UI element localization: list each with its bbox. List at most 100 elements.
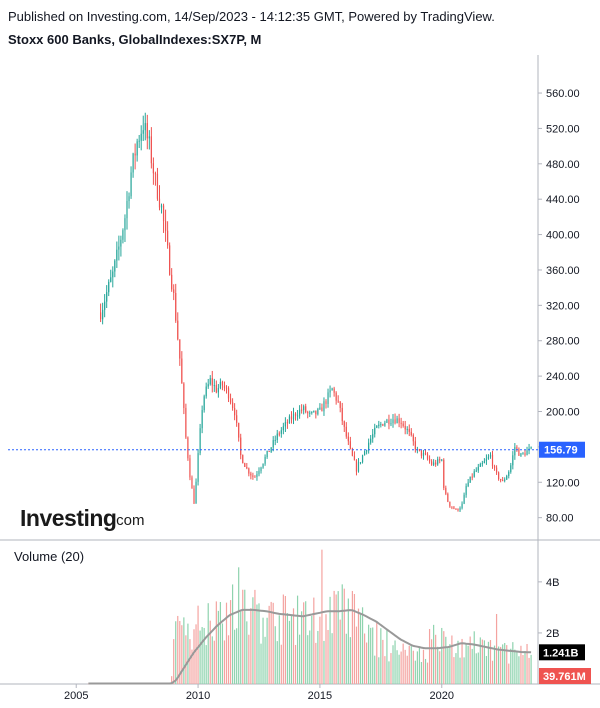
candle [483, 458, 485, 464]
candle [183, 382, 185, 415]
volume-bar [349, 637, 351, 684]
last-volume-label: 39.761M [543, 671, 586, 683]
candle [376, 425, 378, 429]
candle [282, 422, 284, 435]
volume-bar [225, 602, 228, 684]
volume-last-markers: 1.241B 39.761M [539, 644, 591, 684]
volume-bar [504, 642, 506, 684]
volume-bar [305, 601, 307, 684]
candle [453, 506, 455, 510]
candle [382, 423, 384, 427]
time-tick-label: 2010 [186, 690, 210, 702]
candle [258, 467, 260, 477]
volume-bar [294, 644, 297, 684]
volume-bar [514, 649, 516, 684]
volume-series [87, 549, 532, 685]
price-tick-label: 280.00 [546, 336, 580, 348]
volume-bar [323, 640, 325, 684]
volume-bar [445, 636, 447, 684]
volume-bar [441, 627, 443, 684]
volume-bar [203, 627, 205, 684]
last-price-label: 156.79 [544, 445, 578, 457]
last-price-tag [539, 441, 585, 458]
candle [309, 410, 311, 417]
volume-bar [345, 633, 347, 684]
volume-bar [193, 629, 195, 684]
candle [254, 475, 256, 478]
candle [152, 157, 154, 185]
volume-bar [453, 657, 455, 684]
volume-bar [416, 651, 418, 684]
volume-bar [400, 651, 402, 684]
volume-bar [359, 612, 362, 684]
candle [451, 506, 453, 510]
volume-bar [461, 638, 463, 684]
volume-bar [213, 640, 215, 684]
candle [118, 235, 120, 261]
volume-bar [428, 629, 431, 684]
volume-bar [408, 645, 410, 684]
price-tick-label: 480.00 [546, 159, 580, 171]
candle [301, 404, 303, 414]
volume-bar [439, 651, 441, 684]
candle [305, 403, 307, 414]
candle [433, 459, 435, 467]
volume-bar [467, 645, 469, 684]
price-tick-label: 560.00 [546, 88, 580, 100]
candle [116, 241, 118, 268]
price-tick-label: 520.00 [546, 123, 580, 135]
volume-bar [469, 636, 471, 684]
candle [307, 410, 309, 419]
candle [518, 447, 520, 456]
candle [345, 422, 347, 439]
candle [343, 420, 345, 432]
candle [380, 421, 382, 428]
candle [323, 397, 325, 416]
candle [227, 386, 230, 403]
candle [392, 414, 394, 428]
volume-bar [242, 589, 244, 684]
candle [201, 405, 203, 434]
candle [445, 485, 447, 496]
candle [498, 471, 500, 481]
volume-bar [520, 645, 522, 684]
volume-bar [270, 601, 272, 684]
candle [217, 384, 219, 398]
volume-bar [386, 628, 388, 684]
volume-bar [412, 650, 414, 684]
volume-bar [351, 590, 353, 684]
investing-logo: Investing .com [20, 505, 145, 531]
candle [386, 418, 388, 424]
volume-bar [489, 640, 492, 684]
candle [160, 203, 163, 214]
volume-bar [530, 654, 532, 684]
volume-bar [311, 615, 313, 684]
volume-bar [485, 655, 488, 684]
volume-bar [199, 630, 201, 684]
volume-bar [451, 635, 453, 684]
candle [504, 477, 506, 483]
volume-bar [329, 596, 331, 684]
volume-bar [296, 595, 299, 684]
price-tick-label: 240.00 [546, 371, 580, 383]
candle [162, 203, 165, 233]
candle [412, 433, 414, 446]
volume-bar [465, 644, 467, 684]
candle [396, 415, 398, 424]
candle [422, 449, 425, 460]
candle [294, 412, 297, 421]
candle [428, 455, 431, 464]
candle [195, 478, 197, 504]
volume-bar [209, 620, 211, 684]
candle [311, 411, 313, 415]
candle [193, 485, 195, 505]
volume-bar [347, 598, 349, 684]
volume-bar [231, 584, 234, 684]
candle [489, 452, 492, 459]
candle [211, 370, 213, 393]
price-tick-label: 400.00 [546, 230, 580, 242]
candle [378, 420, 380, 429]
candle [372, 429, 374, 443]
candle [506, 474, 508, 480]
